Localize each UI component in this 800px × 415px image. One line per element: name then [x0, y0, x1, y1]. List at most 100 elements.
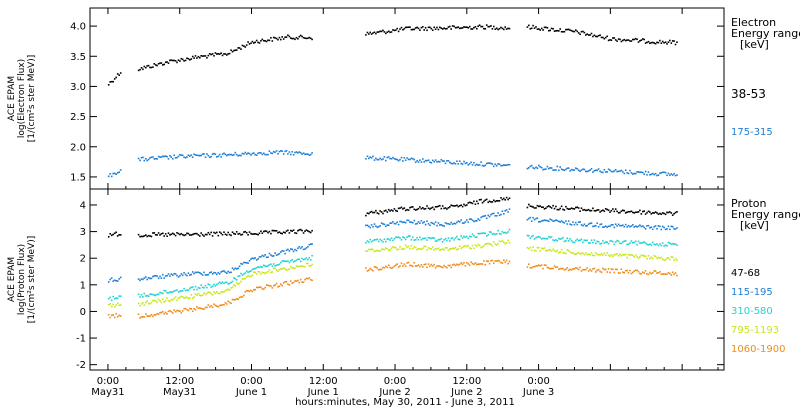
data-point	[656, 212, 658, 214]
data-point	[409, 26, 411, 28]
data-point	[407, 26, 410, 28]
data-point	[543, 26, 546, 29]
data-point	[643, 272, 645, 274]
data-point	[446, 247, 448, 249]
data-point	[170, 156, 173, 158]
data-point	[238, 265, 241, 268]
data-point	[210, 304, 212, 307]
data-point	[290, 37, 292, 39]
data-point	[546, 238, 549, 240]
data-point	[417, 161, 420, 163]
data-point	[207, 273, 210, 276]
data-point	[407, 158, 410, 161]
data-point	[268, 285, 271, 287]
data-point	[154, 294, 157, 297]
data-point	[149, 302, 151, 305]
data-point	[623, 254, 626, 256]
data-point	[369, 238, 371, 241]
data-point	[478, 263, 481, 265]
data-point	[387, 30, 390, 33]
data-point	[533, 265, 536, 268]
data-point	[366, 270, 369, 272]
data-point	[183, 287, 185, 290]
data-point	[278, 268, 281, 271]
data-point	[187, 309, 190, 312]
data-point	[434, 240, 437, 242]
data-point	[566, 267, 569, 269]
data-point	[560, 168, 563, 170]
data-point	[619, 272, 621, 274]
electron-y-tick-label: 2.5	[70, 112, 86, 123]
data-point	[587, 208, 590, 211]
data-point	[420, 26, 423, 29]
data-point	[311, 263, 313, 266]
data-point	[660, 42, 663, 44]
data-point	[576, 168, 579, 170]
data-point	[427, 223, 430, 225]
data-point	[231, 154, 234, 156]
data-point	[238, 232, 241, 235]
data-point	[451, 247, 454, 250]
data-point	[484, 263, 487, 266]
data-point	[247, 275, 249, 277]
data-point	[199, 56, 201, 59]
data-point	[545, 168, 547, 170]
data-point	[626, 226, 628, 228]
data-point	[646, 211, 648, 214]
electron-y-tick-label: 2.0	[70, 142, 86, 153]
data-point	[676, 274, 678, 277]
data-point	[254, 257, 256, 259]
data-point	[485, 198, 488, 201]
data-point	[399, 158, 401, 161]
data-point	[261, 232, 264, 234]
data-point	[375, 250, 377, 252]
data-point	[368, 33, 370, 35]
data-point	[109, 278, 111, 281]
data-point	[670, 212, 673, 214]
data-point	[375, 225, 377, 227]
data-point	[493, 232, 495, 235]
data-point	[201, 234, 204, 236]
data-point	[241, 44, 244, 47]
data-point	[607, 209, 610, 211]
data-point	[424, 27, 427, 29]
data-point	[637, 171, 640, 173]
data-point	[235, 279, 238, 281]
x-tick-label-time: 12:00	[452, 376, 481, 387]
data-point	[526, 206, 529, 209]
data-point	[309, 265, 312, 267]
data-point	[606, 171, 608, 173]
data-point	[474, 220, 477, 222]
data-point	[226, 272, 228, 274]
data-point	[400, 239, 403, 241]
data-point	[245, 232, 248, 234]
data-point	[187, 289, 190, 291]
data-point	[424, 245, 427, 248]
data-point	[199, 294, 201, 296]
data-point	[630, 172, 633, 174]
data-point	[650, 213, 653, 215]
data-point	[172, 232, 174, 235]
data-point	[487, 233, 489, 236]
data-point	[377, 250, 380, 252]
data-point	[294, 280, 296, 282]
data-point	[292, 261, 295, 263]
data-point	[446, 160, 448, 162]
data-point	[616, 239, 618, 242]
data-point	[307, 153, 309, 155]
data-point	[424, 159, 427, 162]
data-point	[230, 271, 232, 274]
data-point	[507, 262, 509, 265]
data-point	[365, 241, 367, 244]
data-point	[616, 170, 618, 173]
data-point	[498, 200, 501, 202]
data-point	[505, 196, 508, 199]
data-point	[197, 307, 200, 310]
data-point	[463, 235, 465, 238]
data-point	[255, 154, 258, 156]
data-point	[221, 153, 224, 155]
data-point	[412, 265, 414, 268]
data-point	[166, 235, 168, 237]
data-point	[639, 171, 641, 174]
data-point	[595, 210, 597, 212]
